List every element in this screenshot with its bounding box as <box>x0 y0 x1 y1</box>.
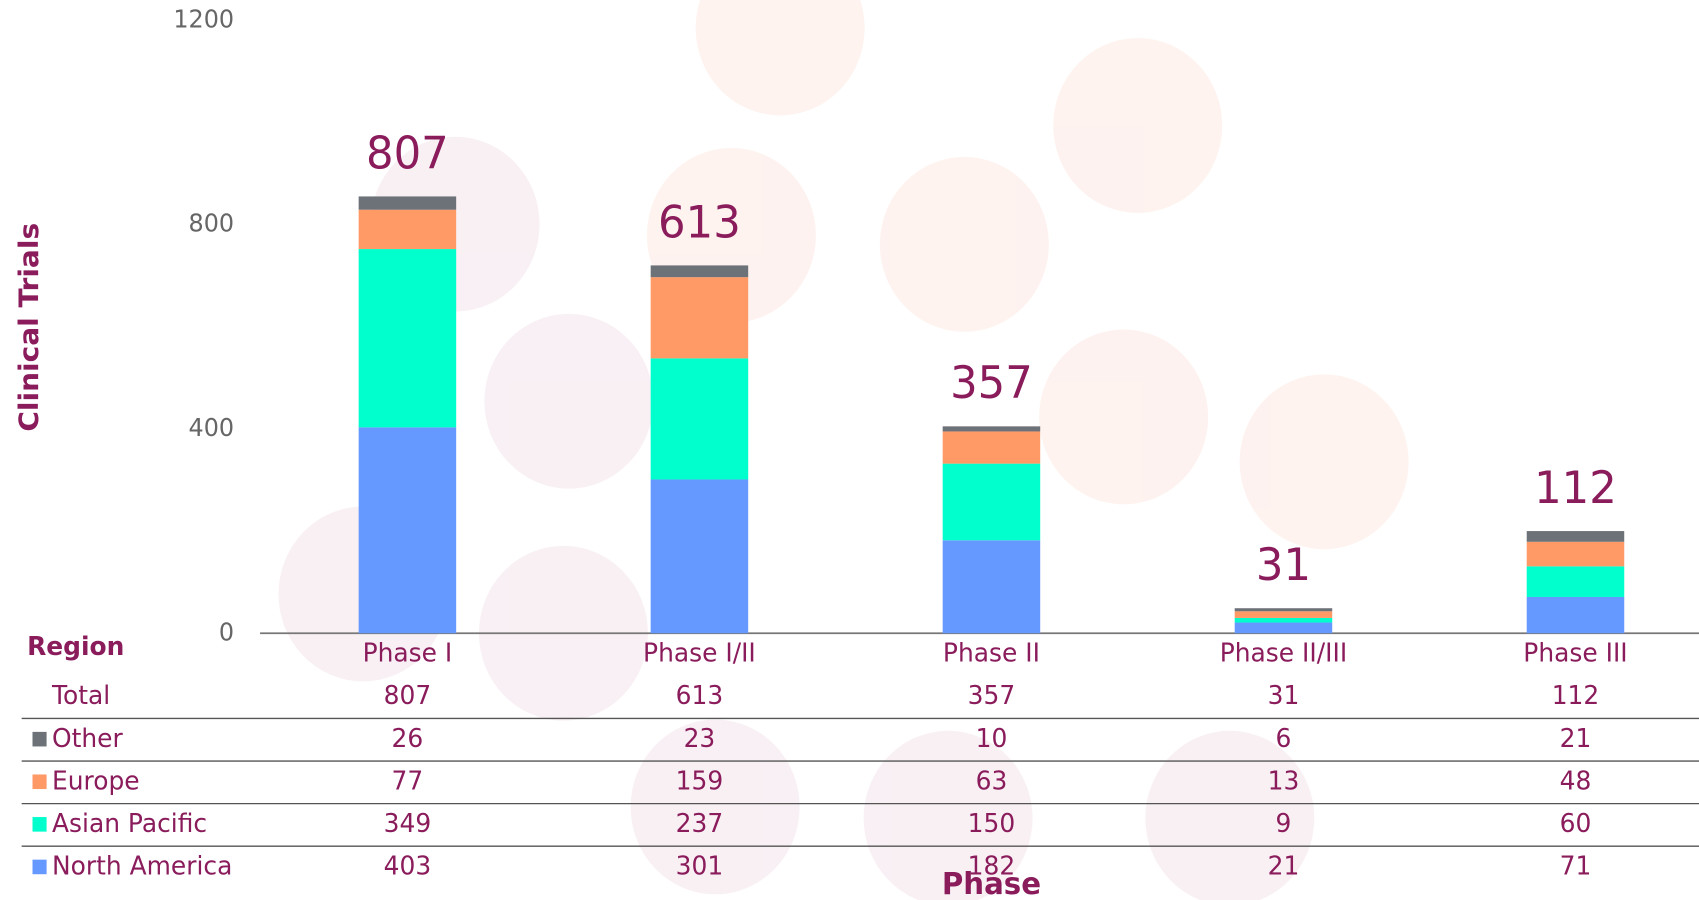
legend-label: Asian Pacific <box>52 808 207 839</box>
x-tick-label: Phase III <box>1523 637 1627 668</box>
bar-segment <box>650 358 749 480</box>
table-cell: 77 <box>392 765 424 796</box>
table-cell: 6 <box>1276 722 1292 753</box>
table-total: 31 <box>1268 680 1300 711</box>
bar-segment <box>942 463 1041 541</box>
total-label: 357 <box>950 358 1033 410</box>
bar-segment <box>650 277 749 359</box>
table-cell: 21 <box>1268 850 1300 881</box>
bar-segment <box>1526 531 1625 542</box>
bar-segment <box>1234 608 1333 612</box>
table-total: 807 <box>384 680 432 711</box>
table-header: Region <box>27 631 124 662</box>
table-total: 613 <box>676 680 724 711</box>
table-cell: 182 <box>968 850 1016 881</box>
bar-segment <box>1526 541 1625 567</box>
table-cell: 10 <box>976 722 1008 753</box>
table-cell: 48 <box>1560 765 1592 796</box>
bar-segment <box>358 249 457 428</box>
legend-swatch <box>32 731 47 747</box>
y-tick-label: 0 <box>219 617 234 646</box>
bar-segment <box>358 427 457 634</box>
table-cell: 301 <box>676 850 724 881</box>
bar-segment <box>1234 622 1333 634</box>
bar-segment <box>942 426 1041 432</box>
table-cell: 9 <box>1276 808 1292 839</box>
legend-swatch <box>32 817 47 832</box>
bar-segment <box>1526 596 1625 634</box>
x-tick-label: Phase I <box>363 637 453 668</box>
bar-segment <box>650 479 749 634</box>
table-cell: 60 <box>1560 808 1592 839</box>
bar-segment <box>1234 617 1333 623</box>
legend-swatch <box>32 774 47 790</box>
y-tick-label: 400 <box>189 413 235 442</box>
bar-segment <box>358 209 457 250</box>
table-cell: 159 <box>676 765 724 796</box>
table-cell: 349 <box>384 808 432 839</box>
table-cell: 13 <box>1268 765 1300 796</box>
total-label: 31 <box>1256 539 1311 591</box>
table-cell: 23 <box>684 722 716 753</box>
legend-swatch <box>32 859 47 875</box>
total-label: 807 <box>366 128 449 180</box>
bar-segment <box>942 431 1041 464</box>
table-cell: 71 <box>1560 850 1592 881</box>
table-total: 112 <box>1552 680 1600 711</box>
x-tick-label: Phase II/III <box>1220 637 1347 668</box>
legend-label: Other <box>52 722 123 753</box>
table-cell: 150 <box>968 808 1016 839</box>
bar-segment <box>942 540 1041 634</box>
table-total: 357 <box>968 680 1016 711</box>
total-label: 112 <box>1534 462 1617 514</box>
bar-segment <box>1526 566 1625 597</box>
x-tick-label: Phase I/II <box>643 637 756 668</box>
table-row-label: Total <box>51 680 110 711</box>
table-cell: 63 <box>976 765 1008 796</box>
table-cell: 26 <box>392 722 424 753</box>
table-cell: 237 <box>676 808 724 839</box>
y-tick-label: 1200 <box>173 4 234 33</box>
legend-label: Europe <box>52 765 140 796</box>
x-tick-label: Phase II <box>943 637 1040 668</box>
y-tick-label: 800 <box>189 208 235 237</box>
x-axis-title: Phase <box>942 867 1041 900</box>
total-label: 613 <box>658 197 741 249</box>
table-cell: 21 <box>1560 722 1592 753</box>
legend-label: North America <box>52 850 232 881</box>
y-axis-title: Clinical Trials <box>14 223 45 432</box>
bar-segment <box>358 196 457 210</box>
table-cell: 403 <box>384 850 432 881</box>
bar-segment <box>650 265 749 278</box>
bar-segment <box>1234 611 1333 618</box>
